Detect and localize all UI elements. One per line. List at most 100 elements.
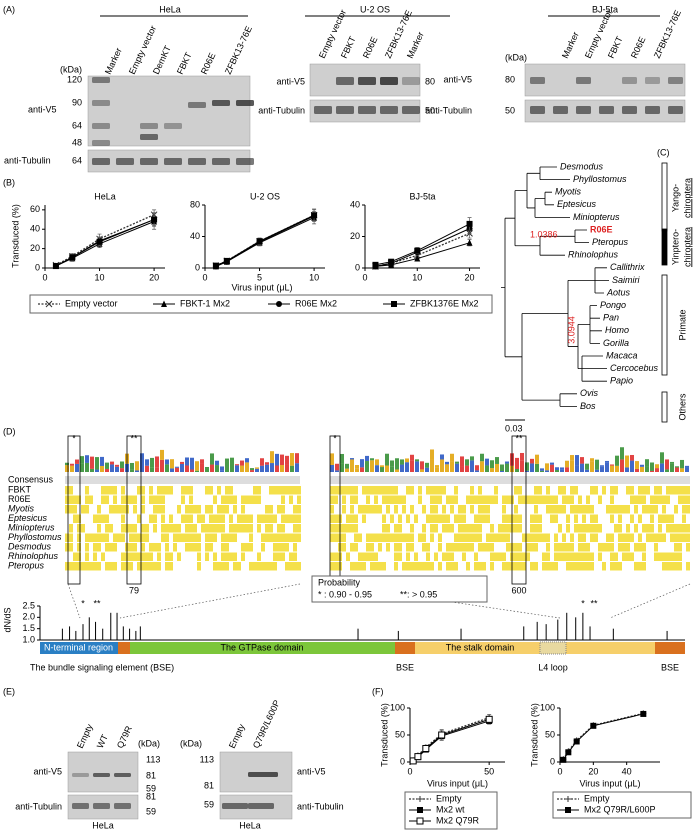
conserved-cell xyxy=(269,562,273,571)
logo-glyph xyxy=(570,460,574,472)
marker xyxy=(69,254,76,261)
conserved-cell xyxy=(342,524,346,533)
conserved-cell xyxy=(550,495,554,504)
logo-glyph xyxy=(605,462,609,472)
row-label: Myotis xyxy=(8,503,35,513)
logo-glyph xyxy=(640,464,644,467)
y-tick-label: 0 xyxy=(550,756,555,766)
conserved-cell xyxy=(281,524,285,533)
logo-glyph xyxy=(240,465,244,472)
conserved-cell xyxy=(73,505,77,514)
conserved-cell xyxy=(233,562,237,571)
band xyxy=(92,140,110,146)
conserved-cell xyxy=(157,505,161,514)
logo-glyph xyxy=(460,466,464,472)
logo-glyph xyxy=(270,451,274,464)
conserved-cell xyxy=(193,505,197,514)
logo-glyph xyxy=(255,468,259,472)
conserved-cell xyxy=(674,486,678,495)
logo-glyph xyxy=(395,458,399,470)
conserved-cell xyxy=(121,552,125,561)
series-line xyxy=(375,242,470,267)
domain xyxy=(655,642,685,654)
band xyxy=(248,772,278,777)
conserved-cell xyxy=(249,543,253,552)
conserved-cell xyxy=(382,495,386,504)
conserved-cell xyxy=(658,495,662,504)
taxon: Bos xyxy=(580,401,596,411)
conserved-cell xyxy=(422,533,426,542)
band xyxy=(380,77,398,85)
marker xyxy=(466,220,473,227)
legend-label: Empty vector xyxy=(65,298,118,308)
panel-label: (B) xyxy=(3,177,15,187)
conserved-cell xyxy=(350,543,354,552)
conserved-cell xyxy=(454,543,458,552)
logo-glyph xyxy=(550,464,554,472)
conserved-cell xyxy=(354,543,358,552)
chart-title: HeLa xyxy=(94,191,116,201)
cell-line: HeLa xyxy=(239,820,261,830)
clade-label: Others xyxy=(677,393,687,421)
conserved-cell xyxy=(518,552,522,561)
legend-label: **: > 0.95 xyxy=(400,589,437,599)
band xyxy=(553,106,568,114)
conserved-cell xyxy=(626,533,630,542)
logo-glyph xyxy=(475,470,479,472)
conserved-cell xyxy=(157,552,161,561)
conserved-cell xyxy=(546,486,550,495)
conserved-cell xyxy=(261,533,265,542)
conserved-cell xyxy=(526,543,530,552)
logo-glyph xyxy=(275,465,279,472)
legend-marker xyxy=(565,807,571,813)
conserved-cell xyxy=(330,524,334,533)
conserved-cell xyxy=(137,514,141,523)
conserved-cell xyxy=(670,514,674,523)
conserved-cell xyxy=(105,533,109,542)
kda-label: 113 xyxy=(200,754,214,764)
conserved-cell xyxy=(422,505,426,514)
logo-glyph xyxy=(680,459,684,469)
marker xyxy=(573,738,580,745)
conserved-cell xyxy=(233,524,237,533)
conserved-cell xyxy=(121,524,125,533)
logo-glyph xyxy=(590,458,594,462)
legend-marker xyxy=(416,817,424,825)
band xyxy=(92,158,110,165)
antibody-label: anti-V5 xyxy=(28,104,57,114)
conserved-cell xyxy=(478,495,482,504)
conserved-cell xyxy=(646,524,650,533)
marker xyxy=(212,262,219,269)
logo-glyph xyxy=(345,468,349,472)
conserved-cell xyxy=(554,552,558,561)
conserved-cell xyxy=(209,486,213,495)
conserved-cell xyxy=(470,524,474,533)
conserved-cell xyxy=(297,495,301,504)
logo-glyph xyxy=(465,465,469,472)
conserved-cell xyxy=(582,505,586,514)
conserved-cell xyxy=(73,552,77,561)
logo-glyph xyxy=(275,453,279,466)
logo-glyph xyxy=(260,465,264,472)
conserved-cell xyxy=(249,514,253,523)
conserved-cell xyxy=(558,524,562,533)
logo-glyph xyxy=(525,462,529,471)
conserved-cell xyxy=(634,505,638,514)
conserved-cell xyxy=(69,495,73,504)
conserved-cell xyxy=(65,505,69,514)
logo-glyph xyxy=(610,464,614,466)
band xyxy=(114,803,131,809)
conserved-cell xyxy=(69,533,73,542)
conserved-cell xyxy=(586,524,590,533)
conserved-cell xyxy=(418,533,422,542)
conserved-cell xyxy=(414,552,418,561)
conserved-cell xyxy=(241,552,245,561)
y-tick-label: 2.5 xyxy=(22,600,35,610)
conserved-cell xyxy=(145,562,149,571)
marker xyxy=(151,216,158,223)
taxon: Ovis xyxy=(580,388,599,398)
conserved-cell xyxy=(261,543,265,552)
logo-glyph xyxy=(410,454,414,461)
logo-glyph xyxy=(165,459,169,465)
conserved-cell xyxy=(149,486,153,495)
